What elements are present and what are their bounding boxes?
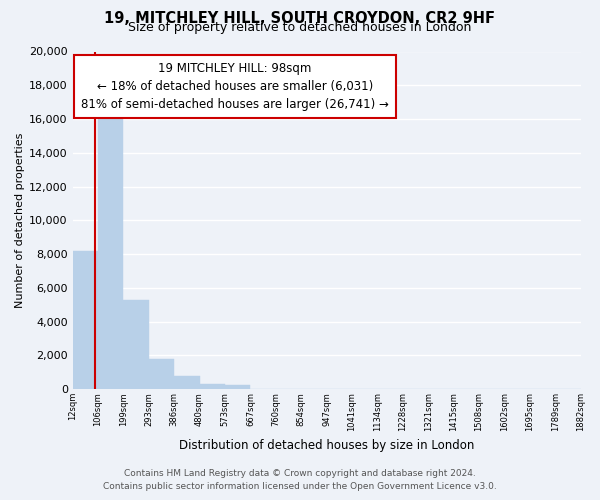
Bar (149, 359, 174, 390)
Text: Contains HM Land Registry data © Crown copyright and database right 2024.
Contai: Contains HM Land Registry data © Crown c… (103, 470, 497, 491)
Bar (174, 376, 200, 390)
Bar (124, 300, 149, 390)
X-axis label: Distribution of detached houses by size in London: Distribution of detached houses by size … (179, 440, 474, 452)
Bar (225, 385, 250, 390)
Text: Size of property relative to detached houses in London: Size of property relative to detached ho… (128, 22, 472, 35)
Bar (98, 109, 124, 390)
Bar (200, 384, 225, 390)
Y-axis label: Number of detached properties: Number of detached properties (15, 132, 25, 308)
Text: 19, MITCHLEY HILL, SOUTH CROYDON, CR2 9HF: 19, MITCHLEY HILL, SOUTH CROYDON, CR2 9H… (104, 11, 496, 26)
Bar (73, 251, 98, 390)
Text: 19 MITCHLEY HILL: 98sqm
← 18% of detached houses are smaller (6,031)
81% of semi: 19 MITCHLEY HILL: 98sqm ← 18% of detache… (81, 62, 389, 110)
